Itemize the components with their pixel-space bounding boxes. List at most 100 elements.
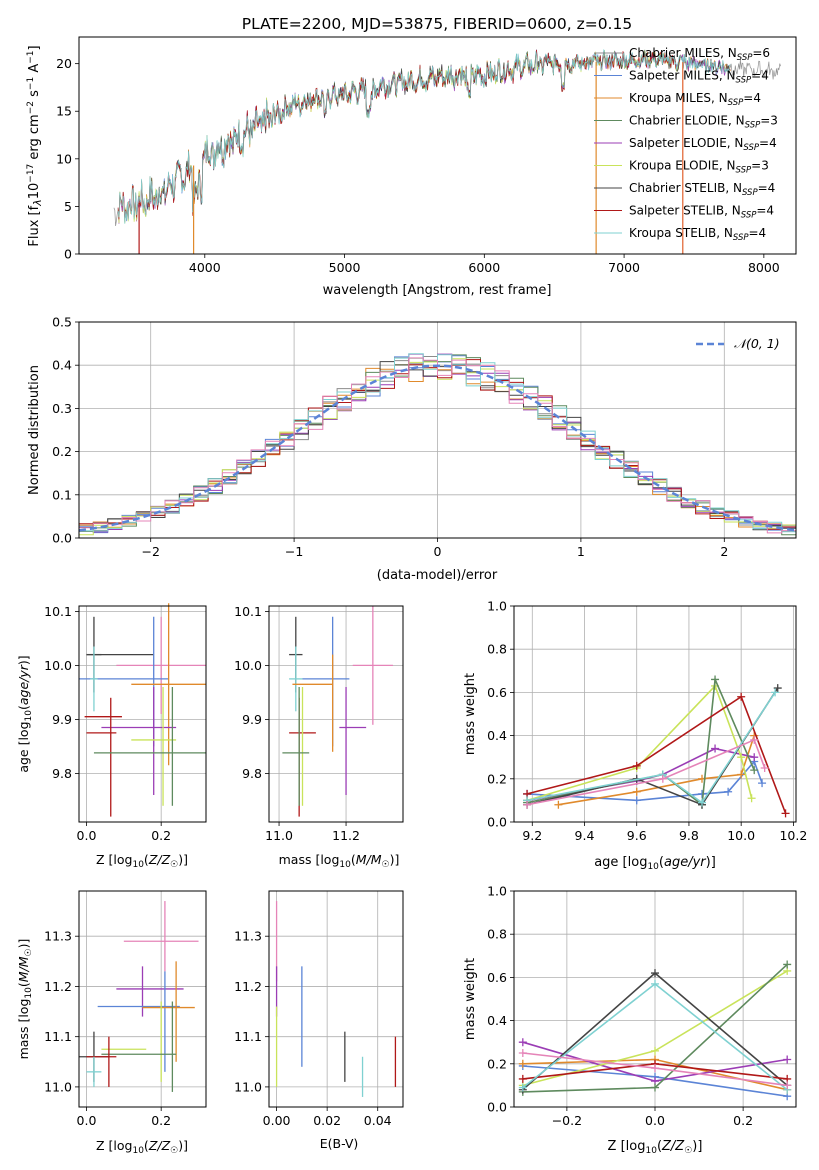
y-tick-label: 11.0 — [44, 1079, 72, 1094]
x-tick-label: 4000 — [189, 260, 221, 275]
spectrum-legend-label: Kroupa MILES, NSSP=4 — [629, 91, 761, 108]
spectrum-legend-label: Salpeter ELODIE, NSSP=4 — [629, 136, 777, 153]
weight-marker — [750, 753, 759, 762]
weight-line — [526, 691, 776, 804]
weight-vs-z-ticks: −0.2 0.0 0.2 0.0 0.2 0.4 0.6 0.8 1.0 — [487, 884, 753, 1129]
y-tick-label: 11.3 — [234, 929, 262, 944]
y-tick-label: 0.0 — [52, 531, 72, 546]
spectrum-xlabel: wavelength [Angstrom, rest frame] — [323, 283, 552, 298]
residual-plot-area — [78, 321, 797, 539]
spectrum-line — [147, 49, 681, 215]
x-tick-label: 1 — [577, 544, 585, 559]
y-tick-label: 0.2 — [487, 771, 507, 786]
weight-marker — [698, 789, 706, 798]
weight-line — [526, 695, 787, 814]
weight-marker — [651, 979, 659, 988]
mass-vs-z-ylabel: mass [log10(M/M☉)] — [16, 939, 34, 1060]
age-vs-mass-ticks: 11.0 11.2 9.8 9.9 10.0 10.1 — [234, 604, 360, 843]
y-tick-label: 0.4 — [487, 728, 507, 743]
x-tick-label: 9.6 — [627, 828, 647, 843]
weight-marker — [651, 1083, 659, 1092]
x-tick-label: −0.2 — [552, 1113, 582, 1128]
residual-histogram — [79, 357, 796, 534]
age-vs-mass-xlabel: mass [log10(M/M☉)] — [279, 852, 400, 870]
y-tick-label: 9.8 — [242, 766, 262, 781]
y-tick-label: 11.1 — [44, 1029, 72, 1044]
x-tick-label: 0.2 — [151, 1113, 171, 1128]
weight-marker — [518, 1038, 527, 1047]
age-vs-z-xlabel: Z [log10(Z/Z☉)] — [96, 852, 188, 870]
y-tick-label: 10.1 — [234, 604, 262, 619]
y-tick-label: 11.2 — [44, 979, 72, 994]
y-tick-label: 10 — [56, 151, 72, 166]
y-tick-label: 0.5 — [52, 315, 72, 330]
x-tick-label: 10.2 — [779, 828, 807, 843]
x-tick-label: 0.04 — [364, 1113, 392, 1128]
weight-line — [527, 759, 763, 802]
x-tick-label: 0.0 — [77, 1113, 97, 1128]
weight-marker — [658, 774, 667, 783]
x-tick-label: 9.4 — [575, 828, 595, 843]
spectrum-legend-label: Chabrier ELODIE, NSSP=3 — [629, 114, 778, 131]
mass-vs-z-frame — [78, 890, 207, 1108]
mass-vs-ebv-xlabel: E(B-V) — [320, 1136, 359, 1151]
residual-ticks: −2 −1 0 1 2 0.0 0.1 0.2 0.3 0.4 0.5 — [52, 315, 728, 560]
x-tick-label: 6000 — [468, 260, 500, 275]
weight-marker — [783, 960, 792, 969]
mass-vs-ebv-panel: 0.00 0.02 0.04 11.0 11.1 11.2 11.3 E(B-V) — [234, 890, 404, 1151]
weight-marker — [632, 761, 641, 770]
x-tick-label: 9.8 — [679, 828, 699, 843]
weight-marker — [651, 969, 659, 978]
spectrum-legend-label: Salpeter MILES, NSSP=4 — [629, 69, 769, 86]
y-tick-label: 0.8 — [487, 642, 507, 657]
weight-vs-age-panel: 9.2 9.4 9.6 9.8 10.0 10.2 0.0 0.2 0.4 0.6 0.8 1.0 a… — [463, 599, 807, 873]
x-tick-label: 9.2 — [522, 828, 542, 843]
residual-legend: 𝒩(0, 1) — [696, 336, 780, 351]
age-vs-z-ticks: 0.0 0.2 9.8 9.9 10.0 10.1 — [44, 604, 171, 843]
weight-vs-z-panel: −0.2 0.0 0.2 0.0 0.2 0.4 0.6 0.8 1.0 Z [log10(Z/… — [463, 884, 797, 1156]
x-tick-label: 5000 — [329, 260, 361, 275]
weight-marker — [737, 753, 746, 762]
x-tick-label: 0.02 — [313, 1113, 341, 1128]
spectrum-ylabel: Flux [fλ10−17 erg cm−2 s−1 A−1] — [26, 45, 44, 246]
weight-marker — [750, 735, 759, 744]
age-vs-z-plot-area — [79, 603, 206, 822]
x-tick-label: 0.2 — [733, 1113, 753, 1128]
y-tick-label: 9.8 — [52, 766, 72, 781]
y-tick-label: 5 — [64, 199, 72, 214]
spectrum-legend-label: Chabrier STELIB, NSSP=4 — [629, 181, 775, 198]
mass-vs-ebv-plot-area — [269, 891, 403, 1107]
weight-marker — [771, 688, 780, 697]
weight-marker — [724, 787, 733, 796]
x-tick-label: 0.0 — [77, 828, 97, 843]
mass-vs-z-ticks: 0.0 0.2 11.0 11.1 11.2 11.3 — [44, 929, 171, 1128]
x-tick-label: 0.00 — [263, 1113, 291, 1128]
weight-marker — [523, 800, 532, 809]
age-vs-mass-panel: 11.0 11.2 9.8 9.9 10.0 10.1 mass [log10(M/M☉)… — [234, 604, 404, 870]
normal-legend-label: 𝒩(0, 1) — [734, 336, 780, 351]
weight-vs-age-frame — [513, 605, 797, 823]
mass-vs-ebv-frame — [268, 890, 404, 1108]
y-tick-label: 0.2 — [487, 1056, 507, 1071]
weight-marker — [651, 1046, 659, 1055]
weight-vs-z-ylabel: mass weight — [463, 958, 478, 1040]
age-vs-z-ylabel: age [log10(age/yr)] — [16, 655, 34, 772]
weight-marker — [783, 1055, 792, 1064]
y-tick-label: 0.8 — [487, 927, 507, 942]
weight-marker — [737, 770, 746, 779]
y-tick-label: 0 — [64, 247, 72, 262]
x-tick-label: 8000 — [748, 260, 780, 275]
weight-marker — [518, 1049, 527, 1057]
y-tick-label: 1.0 — [487, 599, 507, 614]
x-tick-label: 2 — [720, 544, 728, 559]
y-tick-label: 11.0 — [234, 1079, 262, 1094]
spectrum-legend-label: Salpeter STELIB, NSSP=4 — [629, 204, 774, 221]
spectrum-legend-label: Kroupa ELODIE, NSSP=3 — [629, 159, 769, 176]
weight-marker — [781, 809, 790, 818]
x-tick-label: −2 — [141, 544, 159, 559]
y-tick-label: 11.1 — [234, 1029, 262, 1044]
weight-marker — [698, 798, 706, 807]
x-tick-label: 7000 — [608, 260, 640, 275]
weight-marker — [750, 766, 759, 775]
